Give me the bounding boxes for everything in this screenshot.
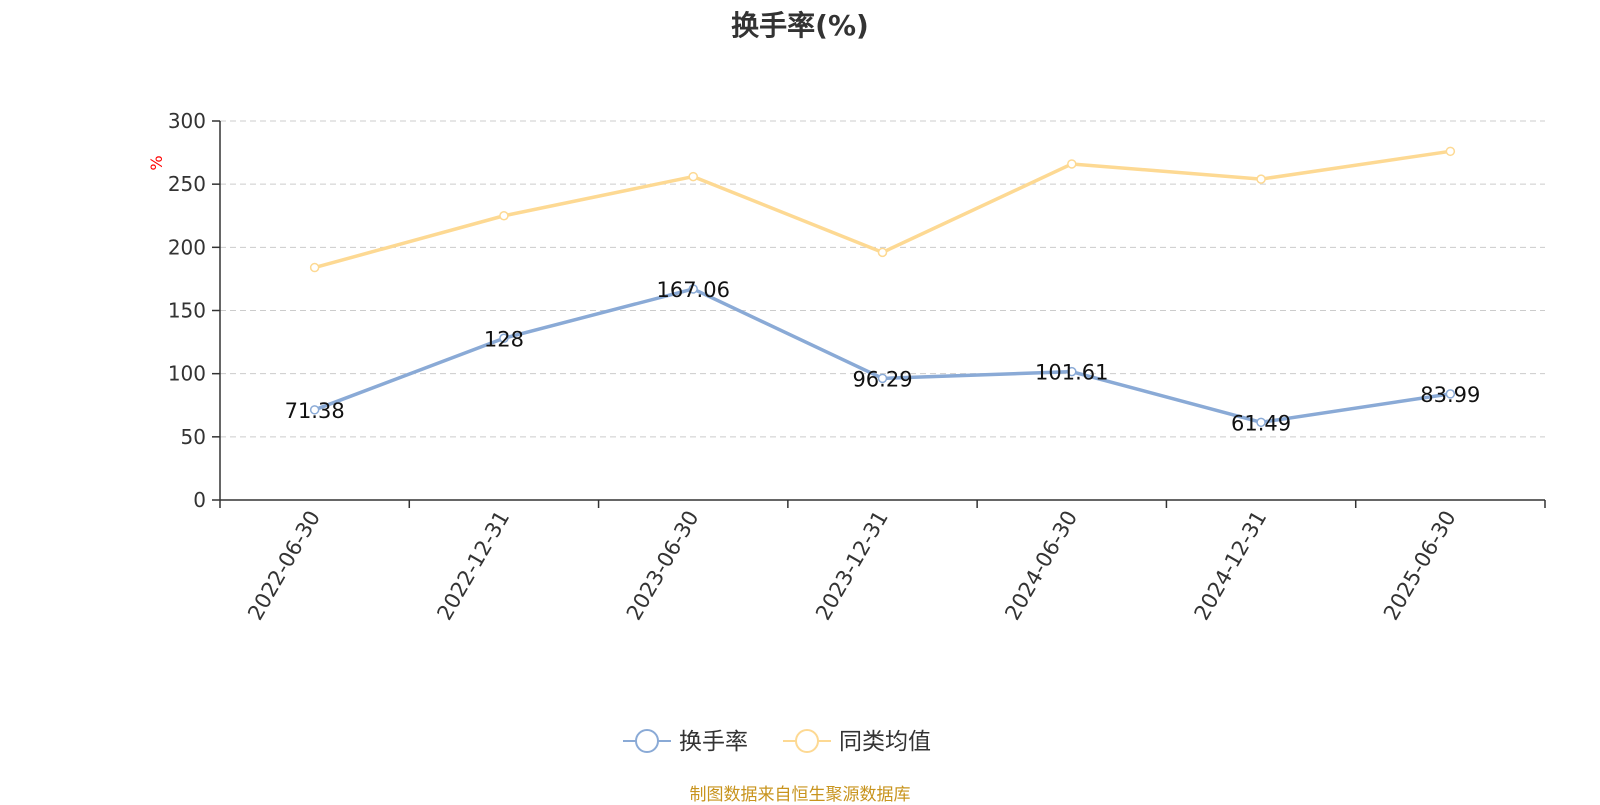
data-point bbox=[309, 405, 320, 415]
y-tick-label: 50 bbox=[181, 425, 206, 449]
data-point bbox=[1067, 366, 1077, 377]
x-tick-label: 2022-06-30 bbox=[243, 507, 325, 625]
data-point bbox=[309, 262, 320, 273]
data-point bbox=[1067, 159, 1077, 169]
legend-label: 同类均值 bbox=[839, 729, 931, 755]
y-tick-label: 0 bbox=[193, 488, 206, 512]
data-point bbox=[688, 284, 698, 294]
chart-title: 换手率(%) bbox=[731, 9, 869, 42]
x-tick-label: 2025-06-30 bbox=[1379, 507, 1461, 625]
data-point bbox=[499, 211, 509, 221]
data-point bbox=[1256, 417, 1266, 428]
y-tick-label: 150 bbox=[168, 299, 206, 323]
data-label: 167.06 bbox=[656, 278, 729, 302]
legend-label: 换手率 bbox=[679, 729, 748, 755]
data-point bbox=[1445, 389, 1456, 399]
data-label: 83.99 bbox=[1420, 383, 1480, 407]
data-point bbox=[499, 333, 509, 344]
data-label: 101.61 bbox=[1035, 361, 1108, 385]
x-tick-label: 2024-06-30 bbox=[1000, 507, 1082, 625]
y-tick-label: 200 bbox=[168, 235, 206, 259]
y-axis-label: % bbox=[147, 155, 166, 170]
x-tick-label: 2022-12-31 bbox=[432, 507, 514, 625]
data-point bbox=[877, 247, 888, 258]
y-tick-label: 100 bbox=[168, 362, 206, 386]
data-point bbox=[688, 171, 698, 182]
y-tick-label: 250 bbox=[168, 172, 206, 196]
y-tick-label: 300 bbox=[168, 109, 206, 133]
data-point bbox=[1445, 146, 1456, 157]
x-tick-label: 2024-12-31 bbox=[1190, 507, 1272, 625]
data-point bbox=[1256, 174, 1266, 184]
data-label: 71.38 bbox=[285, 399, 345, 423]
series-line bbox=[314, 287, 1451, 425]
legend-swatch-marker bbox=[635, 729, 659, 753]
x-tick-label: 2023-06-30 bbox=[622, 507, 704, 625]
data-label: 128 bbox=[484, 327, 524, 351]
x-tick-label: 2023-12-31 bbox=[811, 507, 893, 625]
data-point bbox=[877, 373, 888, 384]
legend-swatch-marker bbox=[795, 729, 819, 753]
data-label: 61.49 bbox=[1231, 411, 1291, 435]
data-source-note: 制图数据来自恒生聚源数据库 bbox=[689, 785, 911, 805]
data-label: 96.29 bbox=[852, 367, 912, 391]
